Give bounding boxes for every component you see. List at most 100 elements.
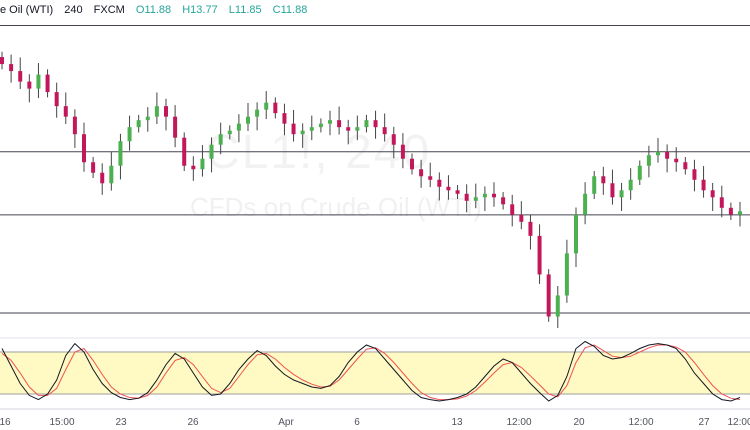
candle-body: [537, 235, 542, 275]
candle-body: [637, 165, 642, 180]
candle-body: [318, 123, 323, 128]
candle-body: [309, 127, 314, 131]
x-tick-label: 20: [573, 417, 585, 428]
candle-body: [574, 214, 578, 254]
candle-body: [82, 134, 86, 163]
x-tick-label: 16: [0, 417, 11, 428]
candle-body: [355, 127, 360, 131]
candle-body: [200, 158, 205, 170]
candle-body: [482, 193, 487, 198]
candle-body: [145, 116, 150, 121]
candle-body: [428, 176, 433, 180]
x-tick-label: 6: [354, 417, 360, 428]
candle-body: [619, 190, 624, 198]
low-value: L11.85: [228, 4, 262, 16]
candle-body: [528, 221, 533, 236]
stoch-k-line: [1, 340, 741, 402]
watermark-description: CFDs on Crude Oil (WTI): [190, 192, 482, 222]
candle-body: [291, 123, 296, 135]
candle-body: [628, 179, 633, 191]
x-tick-label: 15:00: [49, 417, 74, 428]
candle-body: [555, 295, 560, 317]
candle-body: [63, 106, 68, 117]
x-tick-label: 23: [115, 417, 127, 428]
stoch-d-line: [1, 344, 741, 401]
exchange-label: FXCM: [93, 4, 125, 16]
candle-body: [45, 74, 50, 93]
close-value: C11.88: [272, 4, 308, 16]
time-axis[interactable]: 16 15:00 23 26 Apr 6 13 12:00 20 12:00 27 12:00: [0, 408, 750, 428]
candle-body: [255, 109, 260, 117]
candle-body: [492, 193, 496, 198]
candle-body: [54, 92, 59, 107]
candle-body: [364, 120, 369, 128]
candle-body: [683, 162, 688, 170]
candle-body: [391, 134, 396, 145]
candle-body: [692, 169, 697, 180]
interval-label[interactable]: 240: [64, 4, 83, 16]
candle-body: [646, 155, 651, 166]
candle-body: [400, 144, 405, 159]
candle-body: [182, 137, 187, 166]
candle-body: [583, 193, 588, 215]
stochastic-pane[interactable]: [0, 337, 750, 402]
candle-body: [738, 211, 742, 215]
candle-body: [665, 151, 670, 159]
x-tick-label: Apr: [278, 417, 294, 428]
candle-body: [246, 116, 250, 124]
candle-body: [282, 113, 287, 124]
candle-body: [9, 64, 14, 72]
candle-body: [710, 190, 715, 198]
candle-body: [437, 179, 442, 187]
high-value: H13.77: [182, 4, 218, 16]
candle-body: [191, 165, 196, 170]
candle-body: [728, 207, 733, 215]
candle-body: [510, 204, 515, 215]
x-tick-label: 12:00: [506, 417, 531, 428]
candle-body: [410, 158, 414, 170]
candle-body: [209, 144, 214, 159]
candle-body: [0, 57, 4, 65]
candle-body: [218, 134, 223, 145]
candle-body: [109, 165, 114, 184]
symbol-header: e Oil (WTI) 240 FXCM O11.88 H13.77 L11.8…: [0, 4, 315, 20]
candle-body: [100, 172, 105, 184]
candle-body: [300, 130, 305, 135]
candle-body: [91, 162, 96, 173]
candle-body: [164, 106, 168, 117]
candle-body: [592, 176, 597, 194]
price-pane[interactable]: [0, 25, 750, 329]
candle-body: [419, 169, 424, 177]
candle-body: [473, 197, 478, 201]
candle-body: [36, 74, 41, 89]
candle-body: [546, 274, 551, 317]
candle-body: [273, 102, 278, 114]
stoch-band: [0, 352, 750, 394]
open-value: O11.88: [135, 4, 172, 16]
candle-body: [118, 141, 123, 166]
candle-body: [173, 116, 178, 138]
candle-body: [382, 127, 387, 135]
candle-body: [72, 116, 77, 135]
x-tick-label: 26: [187, 417, 199, 428]
candle-body: [446, 186, 451, 191]
candle-body: [656, 151, 660, 156]
candle-body: [154, 106, 159, 117]
candle-body: [264, 102, 269, 110]
candle-body: [136, 120, 141, 128]
candle-body: [346, 127, 351, 131]
candle-body: [236, 123, 241, 131]
candle-body: [519, 214, 524, 222]
candle-body: [373, 120, 378, 128]
symbol-name[interactable]: e Oil (WTI): [0, 4, 54, 16]
candle-body: [227, 130, 232, 135]
x-tick-label: 27: [698, 417, 710, 428]
candle-body: [601, 176, 606, 184]
x-tick-label: 13: [451, 417, 463, 428]
candle-body: [674, 158, 679, 163]
candle-body: [719, 197, 724, 208]
candle-body: [337, 120, 342, 128]
candle-body: [464, 193, 469, 201]
candle-body: [564, 253, 569, 296]
